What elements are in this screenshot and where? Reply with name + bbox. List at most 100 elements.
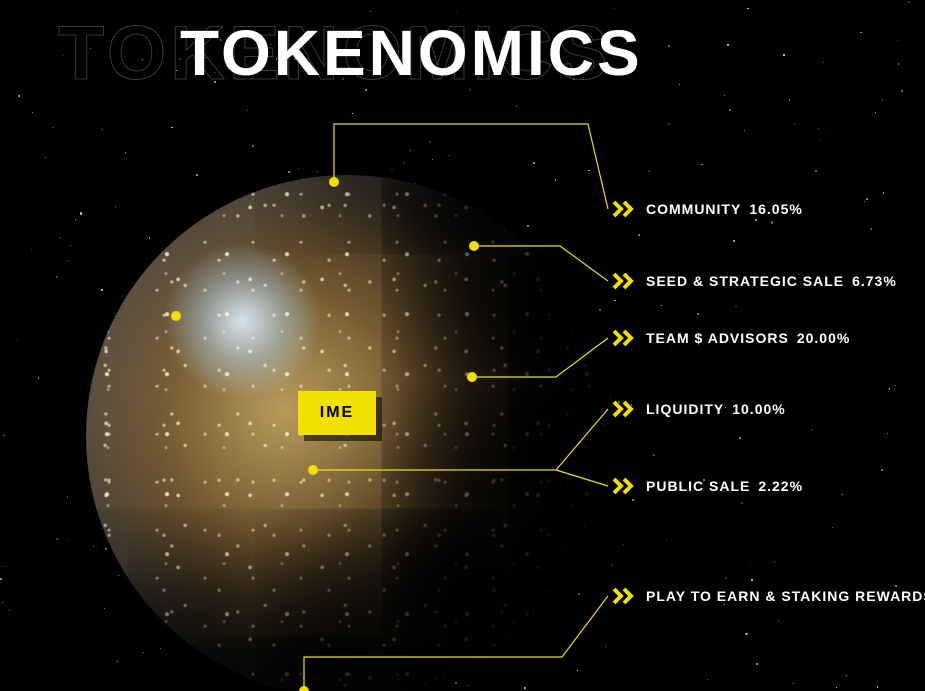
star (75, 219, 76, 220)
star (846, 675, 847, 676)
star (725, 577, 727, 579)
star (830, 131, 831, 132)
star (832, 527, 833, 528)
star (898, 63, 899, 64)
star (818, 128, 819, 129)
star (744, 130, 745, 131)
token-badge: IME (298, 391, 376, 435)
star (524, 687, 526, 689)
star (3, 566, 4, 567)
star (755, 219, 757, 221)
star (697, 313, 699, 315)
chevron-right-icon (612, 200, 640, 218)
star (516, 106, 517, 107)
star (723, 604, 724, 605)
star (93, 546, 94, 547)
star (455, 682, 457, 684)
star (115, 206, 117, 208)
star (114, 313, 115, 314)
star (756, 663, 758, 665)
star (908, 1, 910, 3)
star (105, 548, 107, 550)
star (523, 225, 524, 226)
star (895, 585, 897, 587)
star (101, 129, 103, 131)
star (610, 398, 611, 399)
segment-label: TEAM $ ADVISORS20.00% (646, 330, 850, 346)
star (901, 90, 903, 92)
star (811, 429, 812, 430)
star (670, 349, 671, 350)
star (842, 494, 843, 495)
star (527, 225, 529, 227)
star (410, 150, 411, 151)
segment-name: PLAY TO EARN & STAKING REWARDS (646, 588, 925, 604)
star (729, 109, 730, 110)
star (18, 95, 20, 97)
star (32, 112, 33, 113)
star (247, 110, 248, 111)
star (875, 112, 876, 113)
star (771, 221, 773, 223)
star (735, 306, 736, 307)
tokenomics-diagram: TOKENOMICS TOKENOMICS COMMUNITY16.05%SEE… (0, 0, 925, 691)
star (701, 164, 703, 166)
star (605, 646, 606, 647)
callout-dot (467, 372, 477, 382)
star (125, 152, 126, 153)
star (160, 648, 161, 649)
star (117, 661, 118, 662)
star (823, 62, 824, 63)
star (68, 540, 69, 541)
chevron-right-icon (612, 272, 640, 290)
star (52, 127, 54, 129)
star (638, 234, 640, 236)
star (745, 633, 747, 635)
heading-wrap: TOKENOMICS TOKENOMICS (58, 10, 612, 97)
callout-dot (329, 177, 339, 187)
star (2, 602, 4, 604)
star (653, 454, 655, 456)
star (866, 198, 867, 199)
star (80, 212, 82, 214)
segment-percent: 6.73% (852, 273, 897, 289)
star (778, 620, 779, 621)
star (612, 565, 613, 566)
star (70, 245, 71, 246)
star (599, 309, 601, 311)
star (774, 561, 775, 562)
star (666, 540, 667, 541)
star (889, 388, 891, 390)
chevron-right-icon (612, 587, 640, 605)
star (38, 377, 40, 379)
star (706, 196, 707, 197)
star (733, 240, 735, 242)
star (143, 652, 144, 653)
star (877, 686, 879, 688)
star (727, 44, 729, 46)
star (67, 496, 69, 498)
star (404, 162, 405, 163)
chevron-right-icon (612, 400, 640, 418)
star (887, 433, 888, 434)
star (815, 170, 817, 172)
heading-main: TOKENOMICS (180, 16, 643, 90)
star (789, 99, 791, 101)
star (739, 437, 741, 439)
star (104, 608, 105, 609)
star (870, 228, 872, 230)
star (751, 579, 752, 580)
star (252, 145, 253, 146)
star (0, 578, 2, 580)
star (68, 260, 69, 261)
star (196, 174, 198, 176)
segment-label: PLAY TO EARN & STAKING REWARDS45.00% (646, 588, 925, 604)
callout-dot (299, 686, 309, 691)
star (449, 155, 450, 156)
star (533, 162, 535, 164)
star (883, 192, 885, 194)
star (747, 8, 749, 10)
star (467, 685, 468, 686)
callout-dot (171, 311, 181, 321)
segment-name: COMMUNITY (646, 201, 741, 217)
